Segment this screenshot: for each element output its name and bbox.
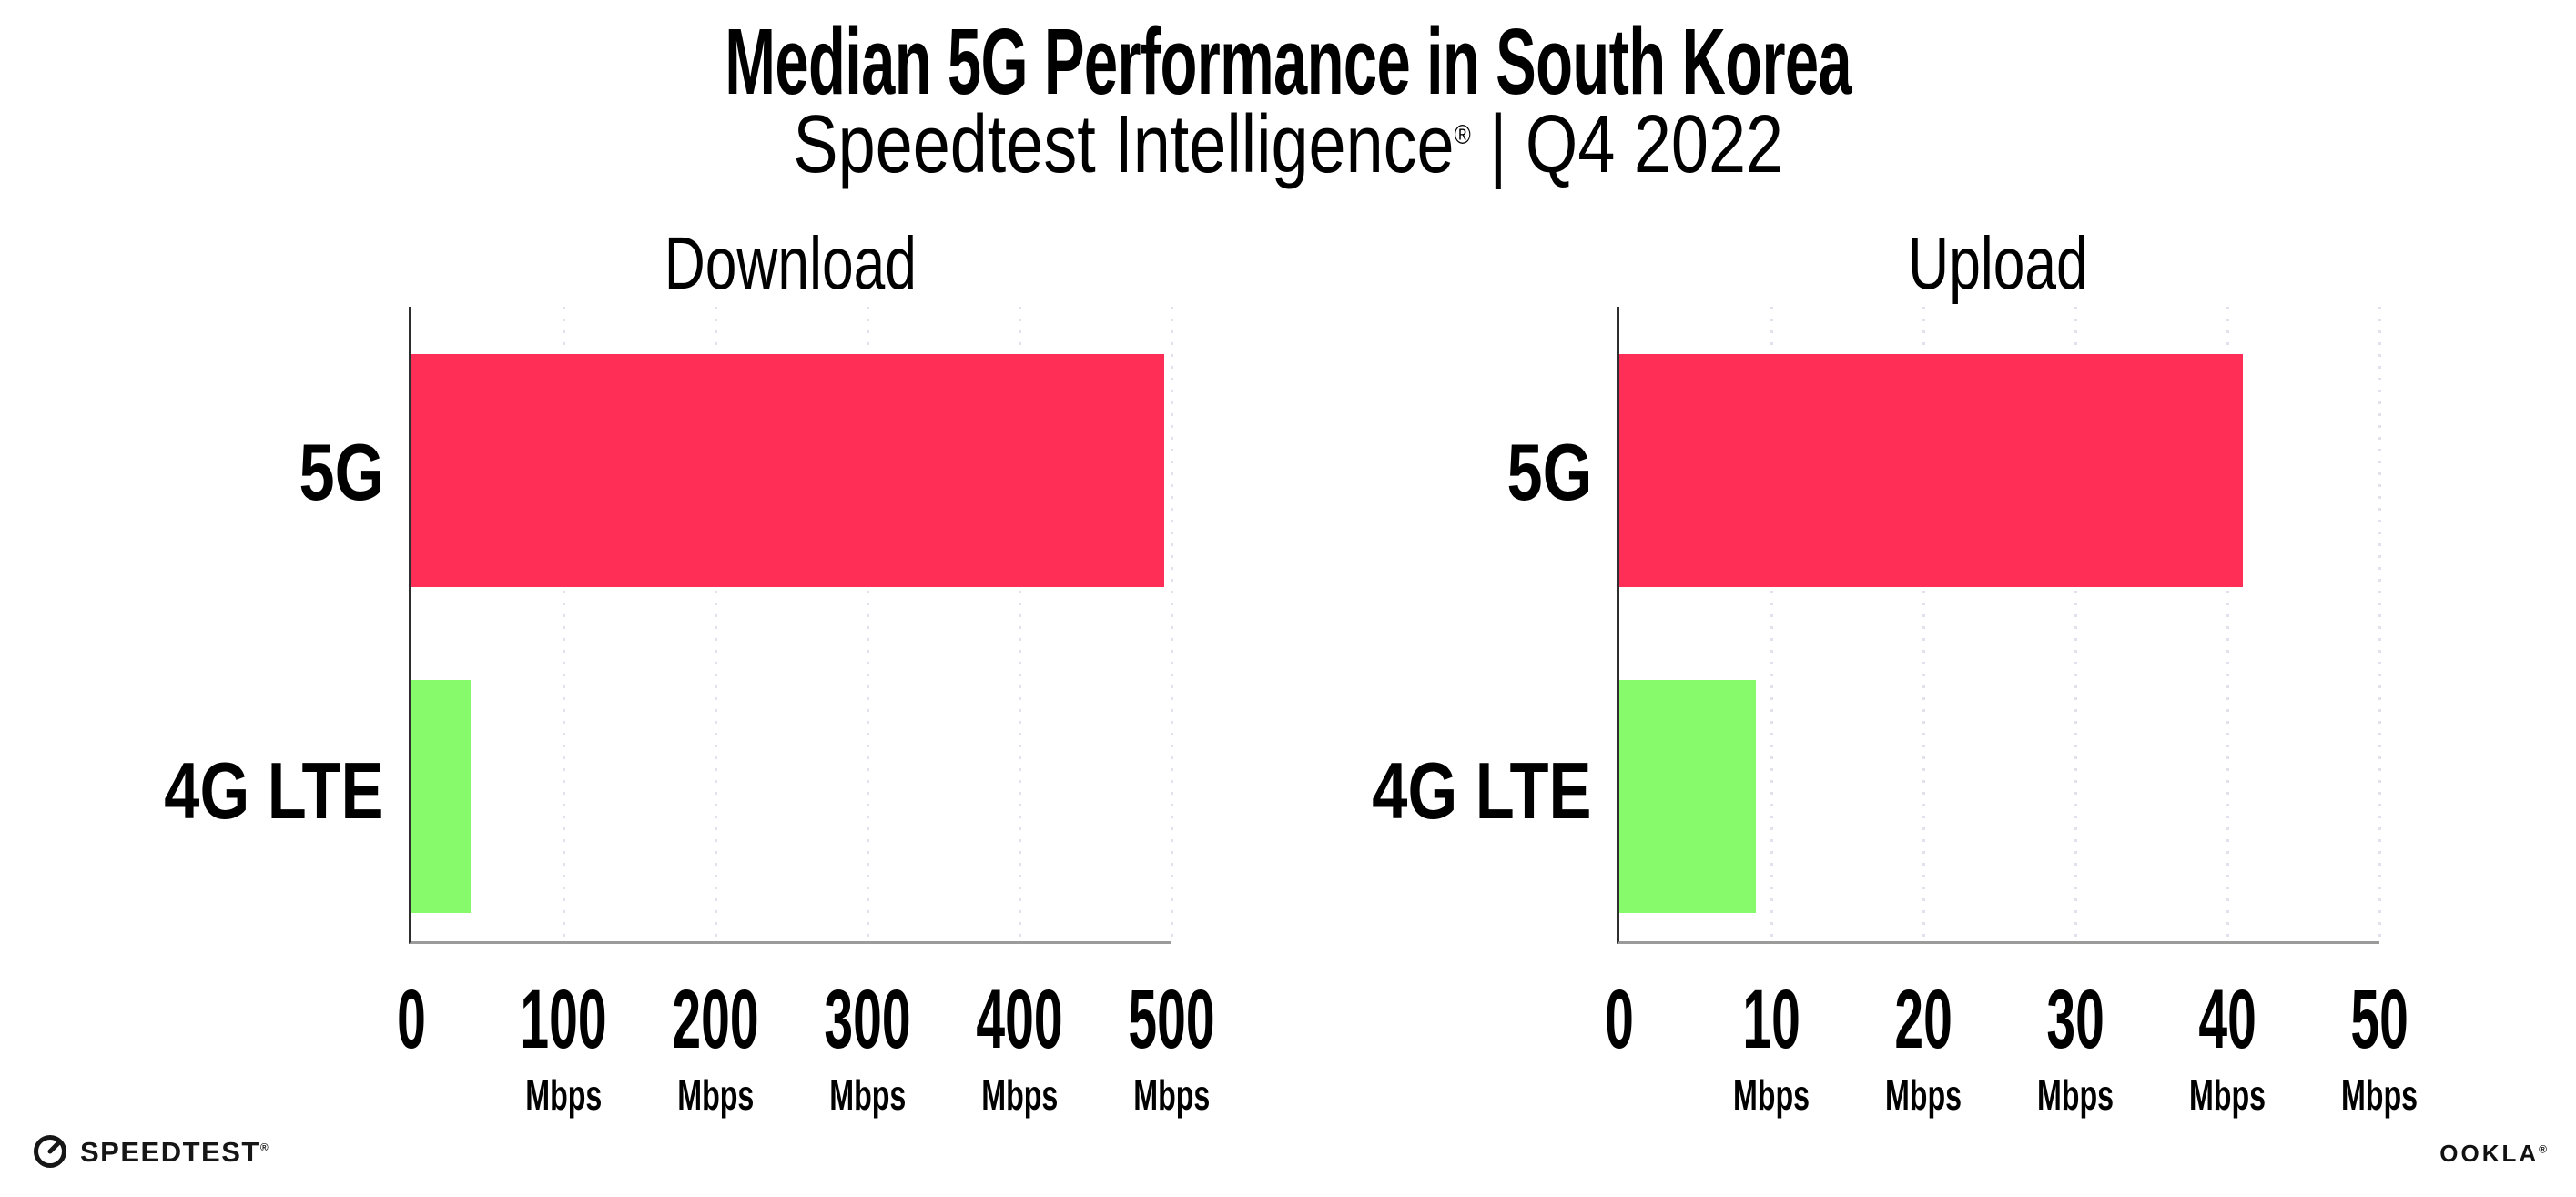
gridline-50 — [2378, 307, 2381, 941]
x-tick-0: 0 — [388, 978, 434, 1061]
ookla-wordmark-text: OOKLA — [2439, 1140, 2540, 1167]
x-tick-unit: Mbps — [1884, 1071, 1962, 1119]
x-tick-0: 0 — [1596, 978, 1642, 1061]
download-chart: Download 0 100 Mbps 200 Mbps 300 Mbps 400 Mbps 50… — [165, 222, 1215, 1117]
x-tick-value: 0 — [1605, 973, 1634, 1066]
page-subtitle: Speedtest Intelligence® | Q4 2022 — [0, 104, 2576, 186]
x-tick-value: 100 — [520, 973, 607, 1066]
x-tick-200: 200 Mbps — [645, 978, 786, 1116]
category-label-5g: 5G — [299, 427, 384, 517]
speedtest-wordmark: SPEEDTEST® — [80, 1138, 269, 1166]
x-tick-unit: Mbps — [2188, 1071, 2267, 1119]
bar-4g-lte — [1619, 680, 1757, 913]
subplot-title: Download — [409, 222, 1171, 307]
ookla-registered-mark-icon: ® — [2539, 1142, 2547, 1156]
plot-area: 0 10 Mbps 20 Mbps 30 Mbps 40 Mbps 50 Mbps 5G 4G LTE — [1373, 307, 2418, 1116]
x-tick-300: 300 Mbps — [797, 978, 938, 1116]
speedtest-wordmark-text: SPEEDTEST — [80, 1135, 260, 1168]
x-tick-value: 30 — [2046, 973, 2104, 1066]
x-tick-value: 20 — [1894, 973, 1952, 1066]
x-tick-value: 40 — [2198, 973, 2257, 1066]
x-tick-30: 30 Mbps — [2021, 978, 2130, 1116]
gridline-40 — [2226, 307, 2229, 941]
x-tick-value: 10 — [1742, 973, 1800, 1066]
x-tick-value: 500 — [1128, 973, 1215, 1066]
upload-chart: Upload 0 10 Mbps 20 Mbps 30 Mbps 40 Mbps 50 Mbps 5G… — [1373, 222, 2418, 1117]
x-tick-unit: Mbps — [828, 1071, 907, 1119]
subplot-title-text: Download — [664, 222, 917, 305]
subtitle-product: Speedtest Intelligence — [793, 99, 1455, 190]
x-tick-value: 300 — [824, 973, 911, 1066]
gridline-30 — [2074, 307, 2077, 941]
bar-4g-lte — [411, 680, 472, 913]
x-tick-400: 400 Mbps — [949, 978, 1090, 1116]
speedtest-registered-mark-icon: ® — [259, 1141, 269, 1154]
registered-mark-icon: ® — [1454, 120, 1471, 150]
speedtest-logo: SPEEDTEST® — [31, 1132, 269, 1171]
subplot-title-text: Upload — [1908, 222, 2088, 305]
speedtest-gauge-icon — [31, 1132, 69, 1171]
x-tick-value: 200 — [672, 973, 759, 1066]
bar-5g — [411, 354, 1164, 587]
category-label-5g: 5G — [1506, 427, 1592, 517]
x-tick-value: 0 — [397, 973, 426, 1066]
x-tick-unit: Mbps — [980, 1071, 1059, 1119]
gridline-100 — [562, 307, 565, 941]
x-tick-20: 20 Mbps — [1869, 978, 1978, 1116]
gridline-200 — [714, 307, 717, 941]
page-title: Median 5G Performance in South Korea — [0, 15, 2576, 108]
plot-area: 0 100 Mbps 200 Mbps 300 Mbps 400 Mbps 500 Mbps 5G 4G… — [165, 307, 1215, 1116]
x-tick-value: 50 — [2350, 973, 2409, 1066]
x-tick-40: 40 Mbps — [2173, 978, 2282, 1116]
gridline-300 — [866, 307, 869, 941]
subplot-title: Upload — [1617, 222, 2379, 307]
x-tick-value: 400 — [976, 973, 1063, 1066]
x-tick-unit: Mbps — [1732, 1071, 1810, 1119]
x-tick-500: 500 Mbps — [1101, 978, 1242, 1116]
page-title-text: Median 5G Performance in South Korea — [725, 9, 1851, 114]
x-tick-unit: Mbps — [524, 1071, 603, 1119]
bar-5g — [1619, 354, 2243, 587]
x-tick-unit: Mbps — [1132, 1071, 1211, 1119]
x-tick-10: 10 Mbps — [1717, 978, 1826, 1116]
x-tick-unit: Mbps — [2036, 1071, 2115, 1119]
category-label-4g-lte: 4G LTE — [1372, 746, 1592, 836]
category-label-4g-lte: 4G LTE — [164, 746, 384, 836]
subtitle-period: | Q4 2022 — [1470, 99, 1783, 190]
ookla-logo: OOKLA® — [2439, 1141, 2547, 1165]
gridline-400 — [1018, 307, 1021, 941]
gridline-20 — [1922, 307, 1925, 941]
x-tick-unit: Mbps — [676, 1071, 755, 1119]
x-tick-unit: Mbps — [2340, 1071, 2419, 1119]
x-tick-50: 50 Mbps — [2325, 978, 2434, 1116]
gridline-10 — [1770, 307, 1773, 941]
gridline-500 — [1170, 307, 1173, 941]
x-tick-100: 100 Mbps — [493, 978, 634, 1116]
page-subtitle-text: Speedtest Intelligence® | Q4 2022 — [793, 104, 1783, 186]
